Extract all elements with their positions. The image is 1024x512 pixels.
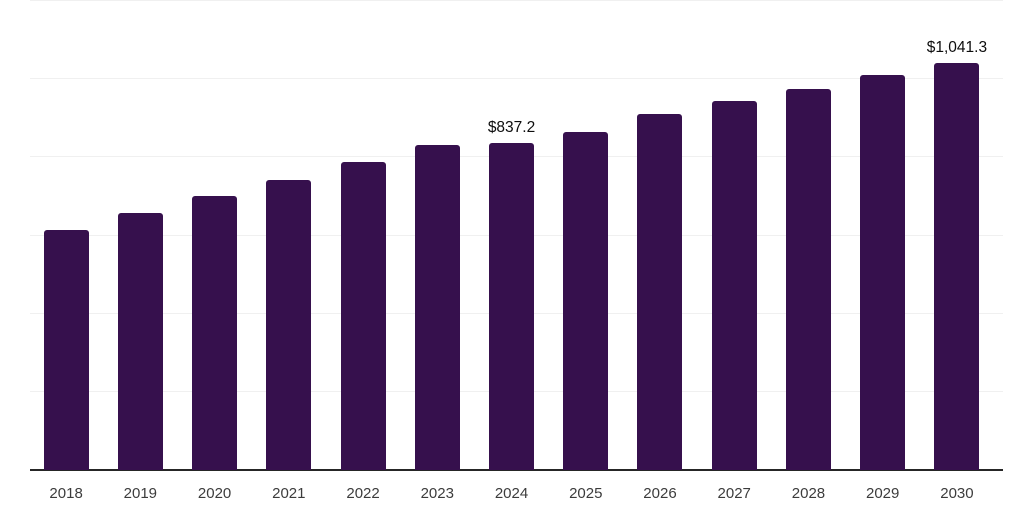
x-tick-2030: 2030	[940, 485, 974, 502]
bar-2025	[563, 131, 609, 470]
bar-2021	[266, 179, 312, 470]
bar-slot-2018	[29, 1, 103, 470]
bar-2023	[414, 144, 460, 470]
bar-slot-2024: $837.2	[474, 1, 548, 470]
bar-slot-2025	[549, 1, 623, 470]
bar-slot-2030: $1,041.3	[920, 1, 994, 470]
x-tick-2020: 2020	[197, 485, 232, 502]
bar-2024	[489, 142, 535, 470]
x-tick-2024: 2024	[494, 485, 529, 502]
bar-2028	[785, 88, 831, 470]
x-axis-tick-labels: 2018 2019 2020 2021 2022 2023 2024 2025 2026 2027…	[29, 485, 994, 503]
bar-2022	[340, 162, 386, 470]
bar-slot-2019	[103, 1, 177, 470]
gridline-1200	[30, 0, 1003, 1]
x-tick-2018: 2018	[49, 485, 83, 502]
bar-2018	[43, 229, 89, 470]
x-tick-2021: 2021	[272, 485, 306, 502]
bars-container: $837.2 $1,041.3	[29, 1, 994, 470]
value-label-2024: $837.2	[487, 118, 536, 136]
x-axis-line	[30, 469, 1003, 471]
x-tick-2029: 2029	[866, 485, 900, 502]
bar-slot-2028	[771, 1, 845, 470]
bar-2030	[934, 63, 980, 470]
bar-slot-2021	[252, 1, 326, 470]
x-tick-2028: 2028	[791, 485, 826, 502]
bar-2027	[711, 100, 757, 470]
bar-slot-2027	[697, 1, 771, 470]
bar-2026	[637, 114, 683, 470]
bar-2020	[192, 195, 238, 470]
x-tick-2022: 2022	[346, 485, 380, 502]
bar-slot-2023	[400, 1, 474, 470]
bar-slot-2026	[623, 1, 697, 470]
bar-slot-2029	[846, 1, 920, 470]
bar-2029	[860, 75, 906, 470]
bar-slot-2020	[177, 1, 251, 470]
x-tick-2026: 2026	[643, 485, 677, 502]
bar-slot-2022	[326, 1, 400, 470]
value-label-2030: $1,041.3	[926, 39, 988, 56]
gridline-1000	[30, 78, 1003, 80]
x-tick-2025: 2025	[569, 485, 603, 502]
x-tick-2027: 2027	[717, 485, 751, 502]
bar-2019	[117, 213, 163, 470]
x-tick-2019: 2019	[123, 485, 158, 502]
x-tick-2023: 2023	[420, 485, 454, 502]
